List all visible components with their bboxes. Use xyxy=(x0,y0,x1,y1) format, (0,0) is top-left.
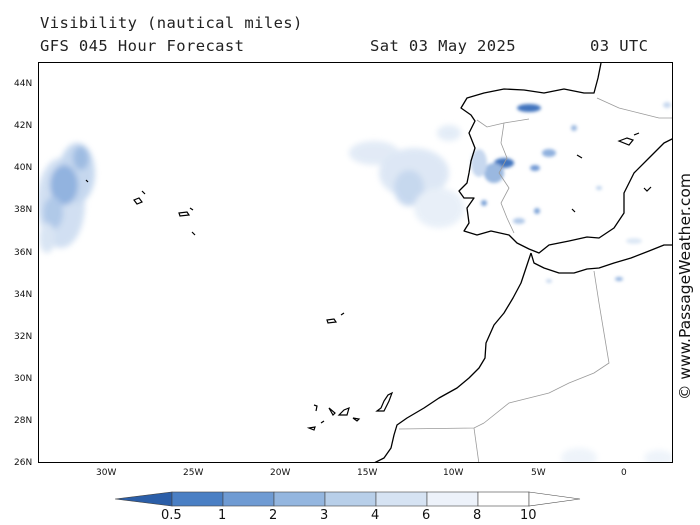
lat-label-32n: 32N xyxy=(14,332,33,342)
legend-swatch-1-2 xyxy=(222,491,275,507)
lon-label-30w: 30W xyxy=(96,468,117,478)
map-frame xyxy=(38,62,673,463)
legend-label-6: 6 xyxy=(422,508,431,523)
legend-label-3: 3 xyxy=(320,508,329,523)
forecast-date: Sat 03 May 2025 xyxy=(370,37,516,55)
lat-label-38n: 38N xyxy=(14,205,33,215)
lat-label-42n: 42N xyxy=(14,121,33,131)
lon-label-15w: 15W xyxy=(357,468,378,478)
legend-swatch-4-6 xyxy=(375,491,428,507)
legend-label-10: 10 xyxy=(520,508,537,523)
lat-label-28n: 28N xyxy=(14,416,33,426)
lon-label-20w: 20W xyxy=(270,468,291,478)
country-borders xyxy=(398,97,672,462)
coastlines xyxy=(374,63,672,462)
legend-swatch-8-10 xyxy=(477,491,530,507)
legend-swatch-3-4 xyxy=(324,491,377,507)
legend-swatch-gt-10 xyxy=(528,491,581,507)
lat-label-26n: 26N xyxy=(14,458,33,468)
forecast-model-label: GFS 045 Hour Forecast xyxy=(40,37,245,55)
legend-label-8: 8 xyxy=(473,508,482,523)
lon-label-25w: 25W xyxy=(183,468,204,478)
legend-label-2: 2 xyxy=(269,508,278,523)
legend-label-1: 1 xyxy=(218,508,227,523)
visibility-map xyxy=(39,63,672,462)
legend-swatch-lt-0.5 xyxy=(115,491,173,507)
lat-label-44n: 44N xyxy=(14,79,33,89)
legend-swatch-2-3 xyxy=(273,491,326,507)
lon-label-10w: 10W xyxy=(443,468,464,478)
legend-swatch-6-8 xyxy=(426,491,479,507)
lon-label-0: 0 xyxy=(621,468,627,478)
forecast-time: 03 UTC xyxy=(590,37,649,55)
lon-label-5w: 5W xyxy=(531,468,546,478)
legend-label-4: 4 xyxy=(371,508,380,523)
legend-label-0.5: 0.5 xyxy=(161,508,182,523)
legend-swatch-0.5-1 xyxy=(171,491,224,507)
lat-label-34n: 34N xyxy=(14,290,33,300)
islands xyxy=(85,132,652,431)
visibility-legend xyxy=(115,491,581,507)
lat-label-36n: 36N xyxy=(14,248,33,258)
lat-label-30n: 30N xyxy=(14,374,33,384)
chart-title: Visibility (nautical miles) xyxy=(40,14,303,32)
lat-label-40n: 40N xyxy=(14,163,33,173)
site-credit: © www.PassageWeather.com xyxy=(676,172,694,400)
fog-patches xyxy=(39,102,672,462)
